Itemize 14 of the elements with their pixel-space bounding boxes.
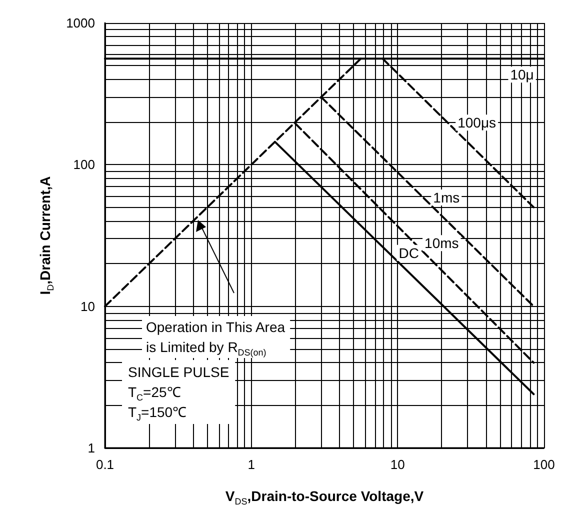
x-tick-label: 0.1 xyxy=(96,457,114,472)
y-tick-label: 1000 xyxy=(66,16,95,30)
x-tick-label: 1 xyxy=(248,457,255,472)
y-tick-label: 1 xyxy=(88,440,95,456)
series-label: 100μs xyxy=(458,114,496,131)
y-tick-label: 100 xyxy=(73,157,95,172)
x-tick-label: 100 xyxy=(533,457,555,472)
series-label: 1ms xyxy=(433,190,460,206)
y-tick-label: 10 xyxy=(80,298,95,314)
y-axis-title: ID,Drain Current,A xyxy=(37,176,56,295)
series-label: 10μ xyxy=(510,66,534,83)
x-tick-label: 10 xyxy=(390,457,405,472)
series-label: DC xyxy=(398,244,420,261)
series-label: 10ms xyxy=(424,235,459,252)
